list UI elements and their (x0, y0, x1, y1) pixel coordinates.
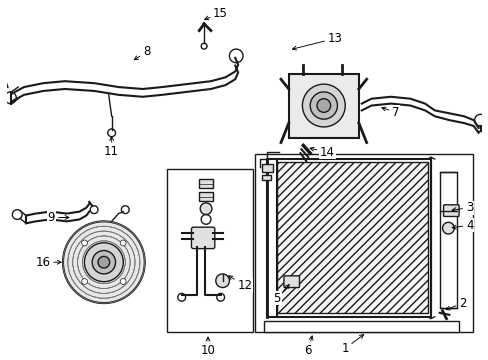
FancyBboxPatch shape (191, 227, 214, 249)
Circle shape (215, 274, 229, 288)
Text: 10: 10 (200, 337, 215, 357)
Text: 15: 15 (204, 6, 227, 20)
Text: 3: 3 (451, 201, 472, 214)
Circle shape (84, 243, 123, 282)
FancyBboxPatch shape (443, 205, 458, 216)
Text: 12: 12 (228, 276, 252, 292)
Bar (199, 192, 212, 201)
Circle shape (81, 240, 87, 246)
Text: 6: 6 (304, 336, 312, 357)
Bar (254, 154, 472, 332)
Circle shape (302, 84, 345, 127)
Text: 13: 13 (292, 32, 342, 50)
Circle shape (120, 279, 126, 284)
Text: 9: 9 (48, 211, 69, 224)
Circle shape (81, 279, 87, 284)
FancyBboxPatch shape (284, 276, 299, 288)
Bar (277, 162, 427, 313)
Text: 11: 11 (104, 136, 119, 158)
Bar (261, 175, 271, 180)
Text: 16: 16 (35, 256, 61, 269)
Text: 5: 5 (273, 284, 288, 305)
Bar (199, 180, 212, 188)
Circle shape (316, 99, 330, 112)
Bar (261, 164, 273, 172)
Bar (167, 169, 252, 332)
Bar (439, 172, 456, 308)
Text: 1: 1 (341, 334, 363, 355)
Circle shape (309, 92, 337, 119)
Text: 2: 2 (445, 297, 466, 310)
Text: 14: 14 (309, 146, 334, 159)
Circle shape (200, 203, 211, 215)
Bar (288, 75, 358, 138)
Circle shape (92, 251, 115, 274)
Bar (264, 321, 458, 332)
Text: 7: 7 (381, 106, 399, 119)
Circle shape (442, 222, 453, 234)
Text: 8: 8 (134, 45, 150, 60)
Text: 4: 4 (451, 219, 472, 232)
Circle shape (63, 221, 144, 303)
Circle shape (98, 256, 109, 268)
Bar (267, 159, 430, 317)
Circle shape (120, 240, 126, 246)
